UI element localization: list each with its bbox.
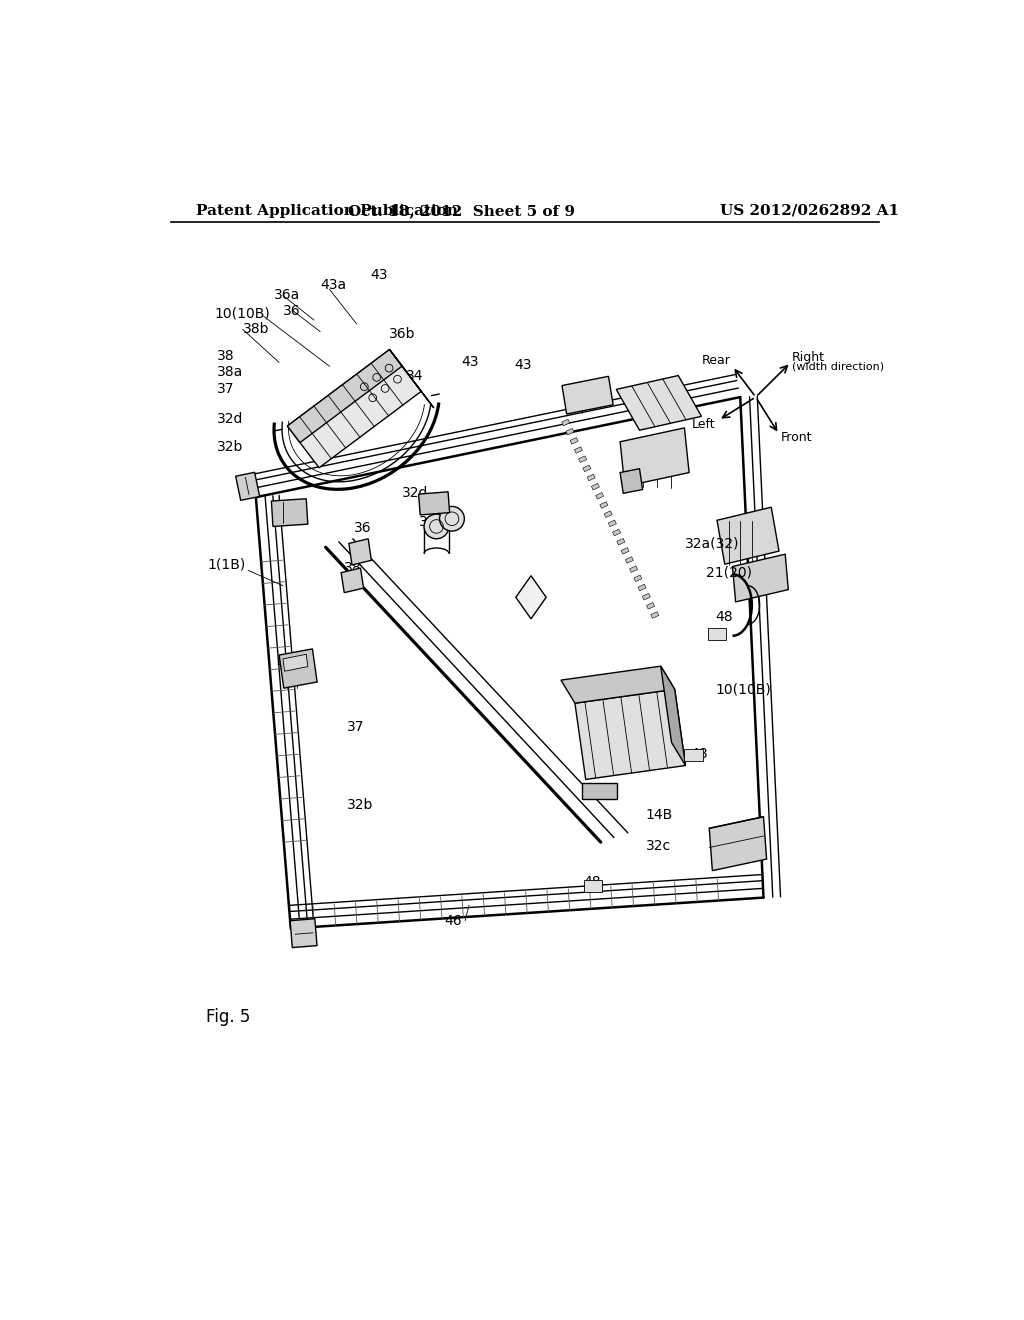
Polygon shape [621, 469, 643, 494]
Polygon shape [562, 376, 613, 414]
Text: 48: 48 [716, 610, 733, 623]
Text: 46: 46 [444, 913, 462, 928]
Polygon shape [587, 474, 595, 480]
Text: 32b: 32b [346, 799, 373, 812]
Text: 34: 34 [406, 368, 423, 383]
Polygon shape [616, 539, 625, 545]
Bar [684, 748, 703, 762]
Polygon shape [642, 594, 650, 601]
Text: 32b: 32b [217, 440, 244, 454]
Polygon shape [621, 428, 689, 487]
Text: 45: 45 [627, 450, 644, 465]
Text: Left: Left [692, 417, 716, 430]
Polygon shape [271, 499, 308, 527]
Polygon shape [596, 492, 603, 499]
Text: Front: Front [780, 430, 812, 444]
Polygon shape [626, 557, 634, 564]
Polygon shape [290, 919, 317, 948]
Polygon shape [660, 667, 685, 766]
Polygon shape [710, 817, 767, 871]
Text: 32d: 32d [217, 412, 244, 425]
Polygon shape [566, 429, 573, 436]
Text: 13B: 13B [563, 391, 591, 404]
Text: 38: 38 [343, 561, 361, 576]
Text: 14B: 14B [646, 808, 673, 822]
Polygon shape [288, 350, 421, 467]
Text: 43: 43 [514, 358, 531, 372]
Text: 36: 36 [283, 304, 301, 318]
Polygon shape [732, 554, 788, 602]
Polygon shape [638, 585, 646, 591]
Bar [584, 880, 602, 892]
Polygon shape [582, 783, 616, 799]
Polygon shape [389, 350, 434, 408]
Text: Rear: Rear [702, 354, 731, 367]
Bar [708, 628, 726, 640]
Text: 36b: 36b [389, 327, 416, 341]
Text: 32d: 32d [401, 486, 428, 500]
Text: 46: 46 [276, 656, 295, 671]
Polygon shape [604, 511, 612, 517]
Polygon shape [280, 649, 317, 688]
Text: 30: 30 [419, 515, 436, 529]
Text: 43a: 43a [321, 279, 346, 293]
Polygon shape [634, 576, 642, 582]
Text: 1(1B): 1(1B) [207, 558, 246, 572]
Text: 38: 38 [217, 348, 234, 363]
Polygon shape [646, 602, 654, 609]
Polygon shape [622, 548, 629, 554]
Polygon shape [616, 376, 701, 430]
Polygon shape [608, 520, 616, 527]
Text: 38a: 38a [217, 366, 244, 379]
Polygon shape [288, 350, 402, 442]
Polygon shape [591, 483, 599, 490]
Text: Fig. 5: Fig. 5 [206, 1008, 250, 1026]
Text: 48: 48 [690, 747, 708, 760]
Polygon shape [574, 446, 583, 453]
Text: US 2012/0262892 A1: US 2012/0262892 A1 [721, 203, 899, 218]
Polygon shape [236, 473, 260, 500]
Polygon shape [341, 568, 364, 593]
Polygon shape [561, 667, 675, 704]
Polygon shape [516, 576, 546, 619]
Text: 10(10B): 10(10B) [716, 682, 771, 697]
Polygon shape [630, 566, 638, 573]
Polygon shape [651, 611, 658, 618]
Text: 37: 37 [217, 383, 234, 396]
Text: Oct. 18, 2012  Sheet 5 of 9: Oct. 18, 2012 Sheet 5 of 9 [348, 203, 574, 218]
Circle shape [439, 507, 464, 531]
Polygon shape [579, 455, 587, 462]
Polygon shape [283, 655, 308, 671]
Circle shape [424, 513, 449, 539]
Polygon shape [574, 689, 685, 779]
Text: (width direction): (width direction) [793, 362, 885, 371]
Text: 32a(32): 32a(32) [684, 536, 739, 550]
Text: 38b: 38b [243, 322, 269, 337]
Text: 10(10B): 10(10B) [215, 308, 270, 321]
Polygon shape [419, 492, 450, 515]
Text: 36: 36 [354, 521, 372, 535]
Text: 48: 48 [584, 875, 601, 890]
Text: 43: 43 [461, 355, 479, 370]
Text: Right: Right [793, 351, 825, 363]
Text: 36a: 36a [273, 288, 300, 302]
Polygon shape [561, 420, 569, 426]
Polygon shape [349, 539, 372, 565]
Text: 43: 43 [371, 268, 388, 282]
Polygon shape [600, 502, 608, 508]
Polygon shape [583, 465, 591, 471]
Text: 32c: 32c [646, 840, 671, 853]
Polygon shape [717, 507, 779, 564]
Text: 37: 37 [346, 719, 365, 734]
Text: Patent Application Publication: Patent Application Publication [197, 203, 458, 218]
Polygon shape [570, 437, 579, 444]
Text: 21(20): 21(20) [707, 566, 753, 579]
Polygon shape [612, 529, 621, 536]
